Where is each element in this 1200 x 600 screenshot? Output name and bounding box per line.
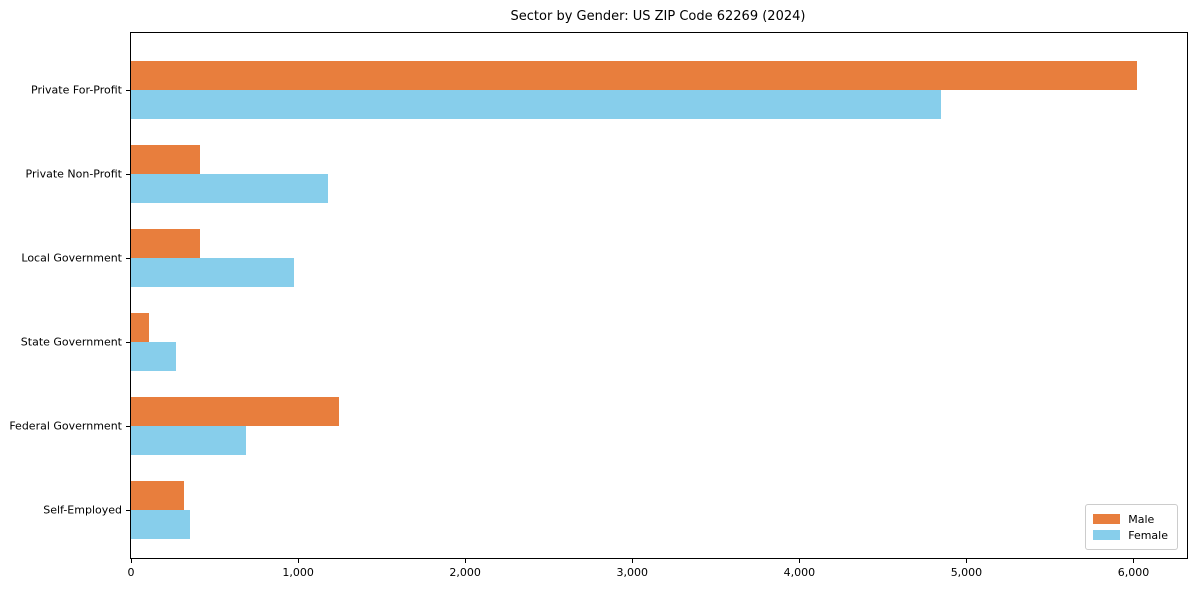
x-tick-mark	[631, 558, 633, 563]
bar-female	[131, 342, 177, 371]
legend-item-male: Male	[1093, 511, 1168, 527]
bar-female	[131, 426, 247, 455]
x-tick-mark	[965, 558, 967, 563]
bar-female	[131, 90, 941, 119]
y-tick-label: Self-Employed	[43, 503, 122, 517]
x-tick-mark	[130, 558, 132, 563]
x-tick-label: 3,000	[616, 566, 649, 579]
x-tick-mark	[1133, 558, 1135, 563]
y-tick-mark	[126, 341, 131, 343]
y-tick-label: Local Government	[21, 251, 122, 265]
y-tick-label: Private Non-Profit	[25, 167, 122, 181]
y-tick-mark	[126, 425, 131, 427]
x-tick-label: 5,000	[950, 566, 983, 579]
chart-title: Sector by Gender: US ZIP Code 62269 (202…	[510, 9, 806, 24]
x-tick-mark	[798, 558, 800, 563]
bar-female	[131, 510, 191, 539]
bar-male	[131, 229, 200, 258]
x-tick-label: 1,000	[282, 566, 314, 579]
bar-female	[131, 258, 294, 287]
legend: Male Female	[1085, 504, 1178, 550]
legend-swatch-female	[1093, 530, 1121, 540]
y-tick-mark	[126, 509, 131, 511]
bar-male	[131, 481, 184, 510]
bar-male	[131, 61, 1137, 90]
legend-label: Female	[1128, 528, 1168, 542]
x-tick-mark	[464, 558, 466, 563]
bar-male	[131, 145, 200, 174]
legend-label: Male	[1128, 512, 1155, 526]
y-tick-label: Federal Government	[9, 419, 122, 433]
y-tick-mark	[126, 173, 131, 175]
x-tick-label: 6,000	[1117, 566, 1150, 579]
y-tick-label: State Government	[20, 335, 122, 349]
legend-item-female: Female	[1093, 527, 1168, 543]
plot-area: Private For-Profit Private Non-Profit Loca…	[9, 32, 1188, 579]
bar-female	[131, 174, 329, 203]
x-tick-label: 0	[127, 566, 135, 579]
y-tick-mark	[126, 89, 131, 91]
x-tick-label: 2,000	[449, 566, 481, 579]
x-tick-label: 4,000	[783, 566, 816, 579]
x-tick-mark	[297, 558, 299, 563]
legend-swatch-male	[1093, 514, 1121, 524]
y-tick-label: Private For-Profit	[31, 83, 122, 97]
y-tick-mark	[126, 257, 131, 259]
bar-male	[131, 397, 339, 426]
bar-male	[131, 313, 150, 342]
